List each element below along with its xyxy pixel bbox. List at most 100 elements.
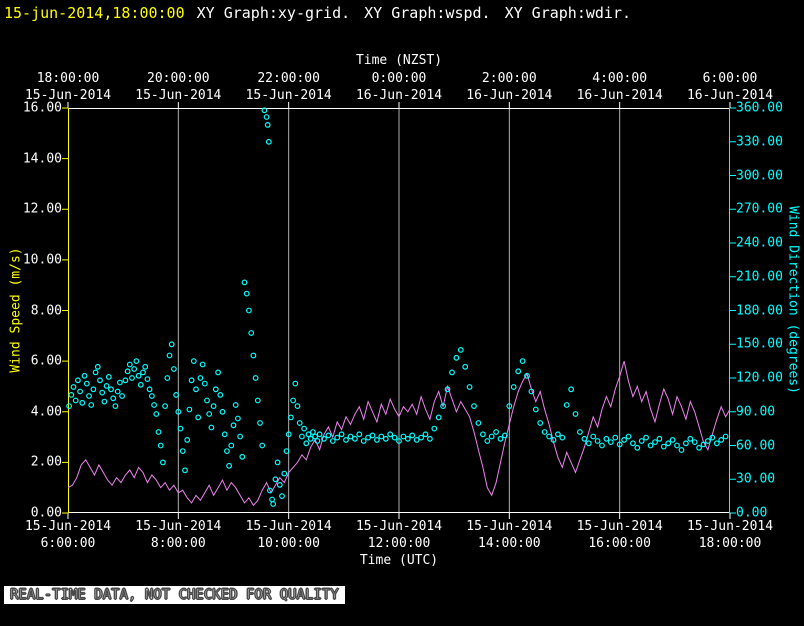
wdir-point — [292, 380, 299, 387]
right-ticks-label: 180.00 — [736, 303, 783, 318]
wdir-point — [510, 384, 517, 390]
wdir-point — [140, 369, 146, 376]
wdir-point — [126, 361, 133, 368]
graph-title-xy-grid: XY Graph:xy-grid. — [196, 4, 351, 22]
wdir-point — [524, 372, 530, 379]
wdir-point — [427, 435, 433, 442]
right-ticks-label: 120.00 — [736, 370, 783, 386]
wdir-point — [435, 414, 442, 421]
wdir-point — [559, 434, 566, 441]
wdir-point — [101, 398, 108, 405]
wdir-point — [182, 467, 188, 474]
wdir-point — [440, 403, 447, 410]
wdir-point — [309, 429, 316, 435]
left-ticks-label: 4.00 — [30, 404, 62, 420]
wdir-point — [418, 434, 425, 441]
wdir-point — [103, 383, 110, 389]
wdir-point — [449, 369, 455, 376]
wspd-line — [67, 360, 731, 507]
wdir-point — [488, 433, 495, 440]
wdir-point — [108, 386, 114, 393]
wdir-point — [168, 341, 175, 348]
wdir-point — [157, 442, 164, 449]
wdir-point — [223, 448, 230, 455]
wdir-point — [117, 379, 123, 386]
wdir-point — [219, 408, 226, 415]
graph-title-wspd: XY Graph:wspd. — [364, 4, 491, 22]
right-ticks-label: 60.00 — [736, 438, 776, 453]
right-ticks-label: 30.00 — [736, 471, 776, 487]
right-ticks-label: 300.00 — [736, 168, 783, 183]
wdir-point — [201, 380, 208, 387]
wdir-point — [484, 438, 491, 444]
wdir-point — [506, 403, 513, 410]
wdir-point — [166, 352, 173, 359]
wdir-point — [146, 386, 153, 393]
wdir-point — [226, 462, 233, 469]
bottom-ticks-label: 15-Jun-2014 16:00:00 — [576, 519, 663, 551]
wdir-point — [343, 437, 349, 443]
bottom-ticks-label: 15-Jun-2014 8:00:00 — [135, 519, 222, 551]
wdir-point — [352, 435, 358, 442]
wdir-point — [144, 376, 151, 383]
wdir-point — [131, 366, 138, 372]
wdir-point — [252, 375, 259, 381]
wdir-point — [590, 433, 597, 440]
wdir-point — [241, 279, 248, 286]
wdir-point — [329, 438, 336, 444]
wdir-point — [307, 435, 314, 442]
wdir-point — [457, 346, 464, 353]
wdir-point — [471, 403, 477, 410]
wdir-point — [99, 389, 106, 396]
bottom-ticks-label: 15-Jun-2014 6:00:00 — [24, 519, 112, 551]
left-ticks-label: 14.00 — [22, 151, 62, 167]
wdir-point — [206, 411, 213, 417]
wind-chart — [62, 102, 736, 519]
wdir-point — [621, 437, 627, 443]
wdir-point — [301, 425, 308, 432]
wdir-point — [250, 352, 257, 359]
wdir-point — [365, 434, 372, 441]
wdir-point — [537, 420, 544, 426]
wdir-point — [94, 363, 101, 370]
left-axis-title: Wind Speed (m/s) — [8, 247, 24, 373]
wdir-point — [643, 434, 649, 441]
graph-title-wdir: XY Graph:wdir. — [504, 4, 632, 22]
wdir-point — [153, 411, 160, 417]
wdir-point — [279, 493, 285, 500]
wdir-point — [691, 439, 698, 446]
wdir-point — [356, 431, 363, 438]
wdir-point — [338, 431, 345, 438]
wdir-point — [217, 392, 224, 398]
wdir-point — [669, 437, 676, 443]
wdir-point — [228, 442, 235, 449]
top-ticks-label: 18:00:00 15-Jun-2014 — [24, 71, 112, 103]
bottom-axis-title: Time (UTC) — [359, 553, 439, 568]
right-ticks-label: 270.00 — [736, 201, 783, 217]
plot-area — [62, 102, 736, 519]
wdir-point — [177, 425, 184, 432]
wdir-point — [387, 431, 394, 438]
wdir-point — [290, 397, 297, 404]
status-timestamp: 15-jun-2014,18:00:00 — [4, 4, 185, 22]
title-bar: 15-jun-2014,18:00:00 XY Graph:xy-grid. XY … — [4, 4, 645, 22]
wdir-point — [239, 453, 246, 460]
wdir-point — [541, 429, 548, 435]
wdir-point — [305, 431, 312, 438]
wdir-point — [263, 114, 270, 120]
wdir-point — [718, 437, 725, 443]
wdir-point — [230, 422, 237, 429]
wdir-point — [237, 433, 244, 440]
wdir-point — [700, 441, 707, 448]
wdir-point — [334, 434, 341, 441]
right-ticks-label: 210.00 — [736, 269, 783, 285]
wdir-point — [638, 438, 645, 444]
wdir-point — [68, 392, 75, 398]
wdir-point — [555, 431, 561, 438]
wdir-point — [563, 402, 570, 408]
wdir-point — [647, 442, 654, 449]
wdir-point — [378, 433, 385, 440]
bottom-ticks-label: 15-Jun-2014 12:00:00 — [355, 519, 443, 551]
wdir-point — [453, 354, 460, 361]
wdir-point — [683, 440, 689, 447]
